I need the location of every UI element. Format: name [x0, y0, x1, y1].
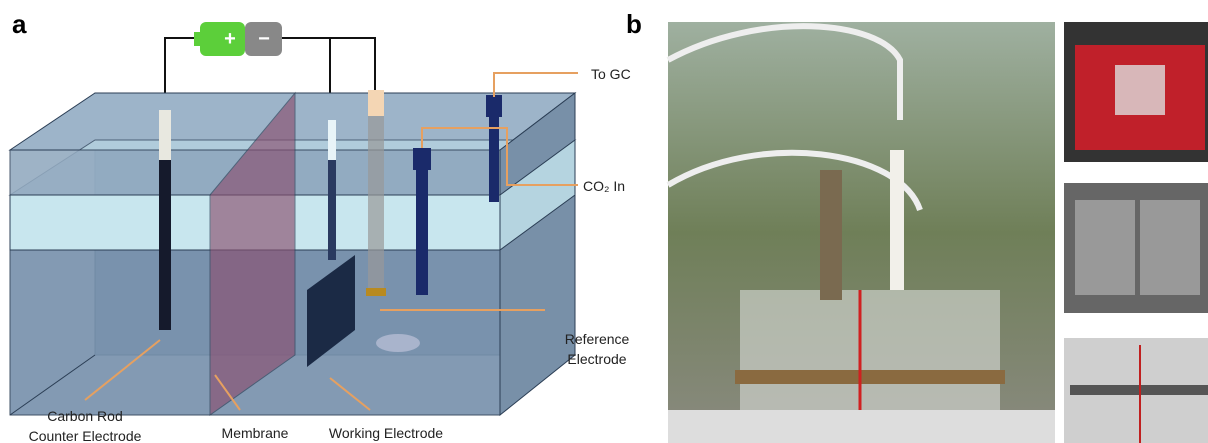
figure: a b + − [0, 0, 1208, 443]
label: Electrode [567, 351, 626, 367]
battery-plus: + [224, 28, 236, 50]
panel-label: b [626, 9, 642, 39]
label: Carbon Rod [47, 408, 123, 424]
label: Working Electrode [329, 425, 443, 441]
photo-thumbnails [1064, 22, 1208, 443]
panel-label: a [12, 9, 27, 39]
label: Counter Electrode [29, 428, 142, 443]
label: CO₂ In [583, 178, 625, 194]
label: To GC [591, 66, 631, 82]
battery: + − [194, 22, 282, 56]
photo-main [668, 22, 1055, 443]
label: Membrane [222, 425, 289, 441]
battery-minus: − [258, 28, 270, 50]
label: Reference [565, 331, 630, 347]
